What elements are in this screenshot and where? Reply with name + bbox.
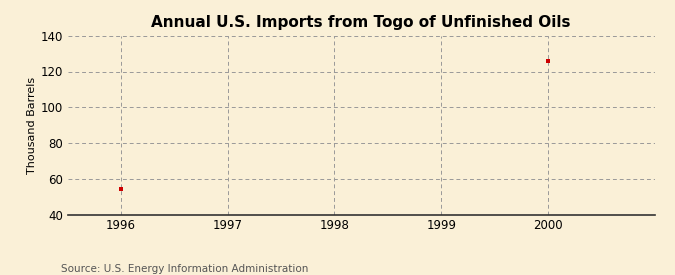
Title: Annual U.S. Imports from Togo of Unfinished Oils: Annual U.S. Imports from Togo of Unfinis… [151,15,571,31]
Y-axis label: Thousand Barrels: Thousand Barrels [27,76,37,174]
Text: Source: U.S. Energy Information Administration: Source: U.S. Energy Information Administ… [61,264,308,274]
